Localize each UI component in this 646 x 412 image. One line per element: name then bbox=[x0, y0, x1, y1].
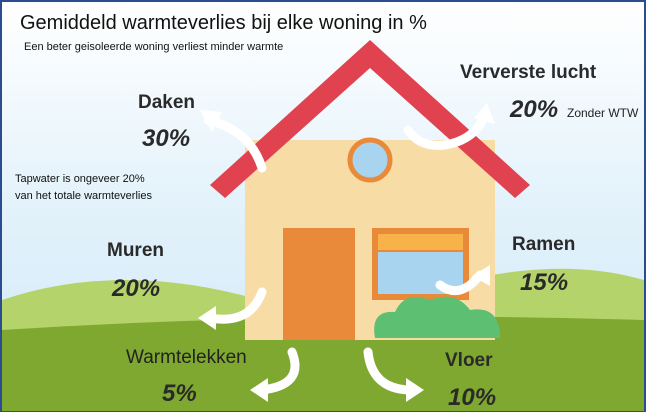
item-label: Muren bbox=[107, 240, 164, 261]
title: Gemiddeld warmteverlies bij elke woning … bbox=[20, 12, 427, 34]
round-window bbox=[350, 140, 390, 180]
item-value: 15% bbox=[520, 269, 568, 296]
window-blind bbox=[378, 234, 463, 250]
item-value: 10% bbox=[448, 384, 496, 411]
door bbox=[283, 228, 355, 340]
item-value: 20% bbox=[509, 96, 558, 123]
item-note: Zonder WTW bbox=[567, 106, 639, 120]
subtitle: Een beter geisoleerde woning verliest mi… bbox=[24, 41, 283, 53]
item-label: Ramen bbox=[512, 234, 575, 255]
item-label: Warmtelekken bbox=[126, 347, 247, 368]
item-label: Ververste lucht bbox=[460, 62, 597, 83]
item-value: 20% bbox=[111, 275, 160, 302]
item-label: Vloer bbox=[445, 350, 493, 371]
item-label: Daken bbox=[138, 92, 195, 113]
item-value: 5% bbox=[162, 380, 197, 407]
item-value: 30% bbox=[142, 125, 190, 152]
infographic: Gemiddeld warmteverlies bij elke woning … bbox=[0, 0, 646, 412]
